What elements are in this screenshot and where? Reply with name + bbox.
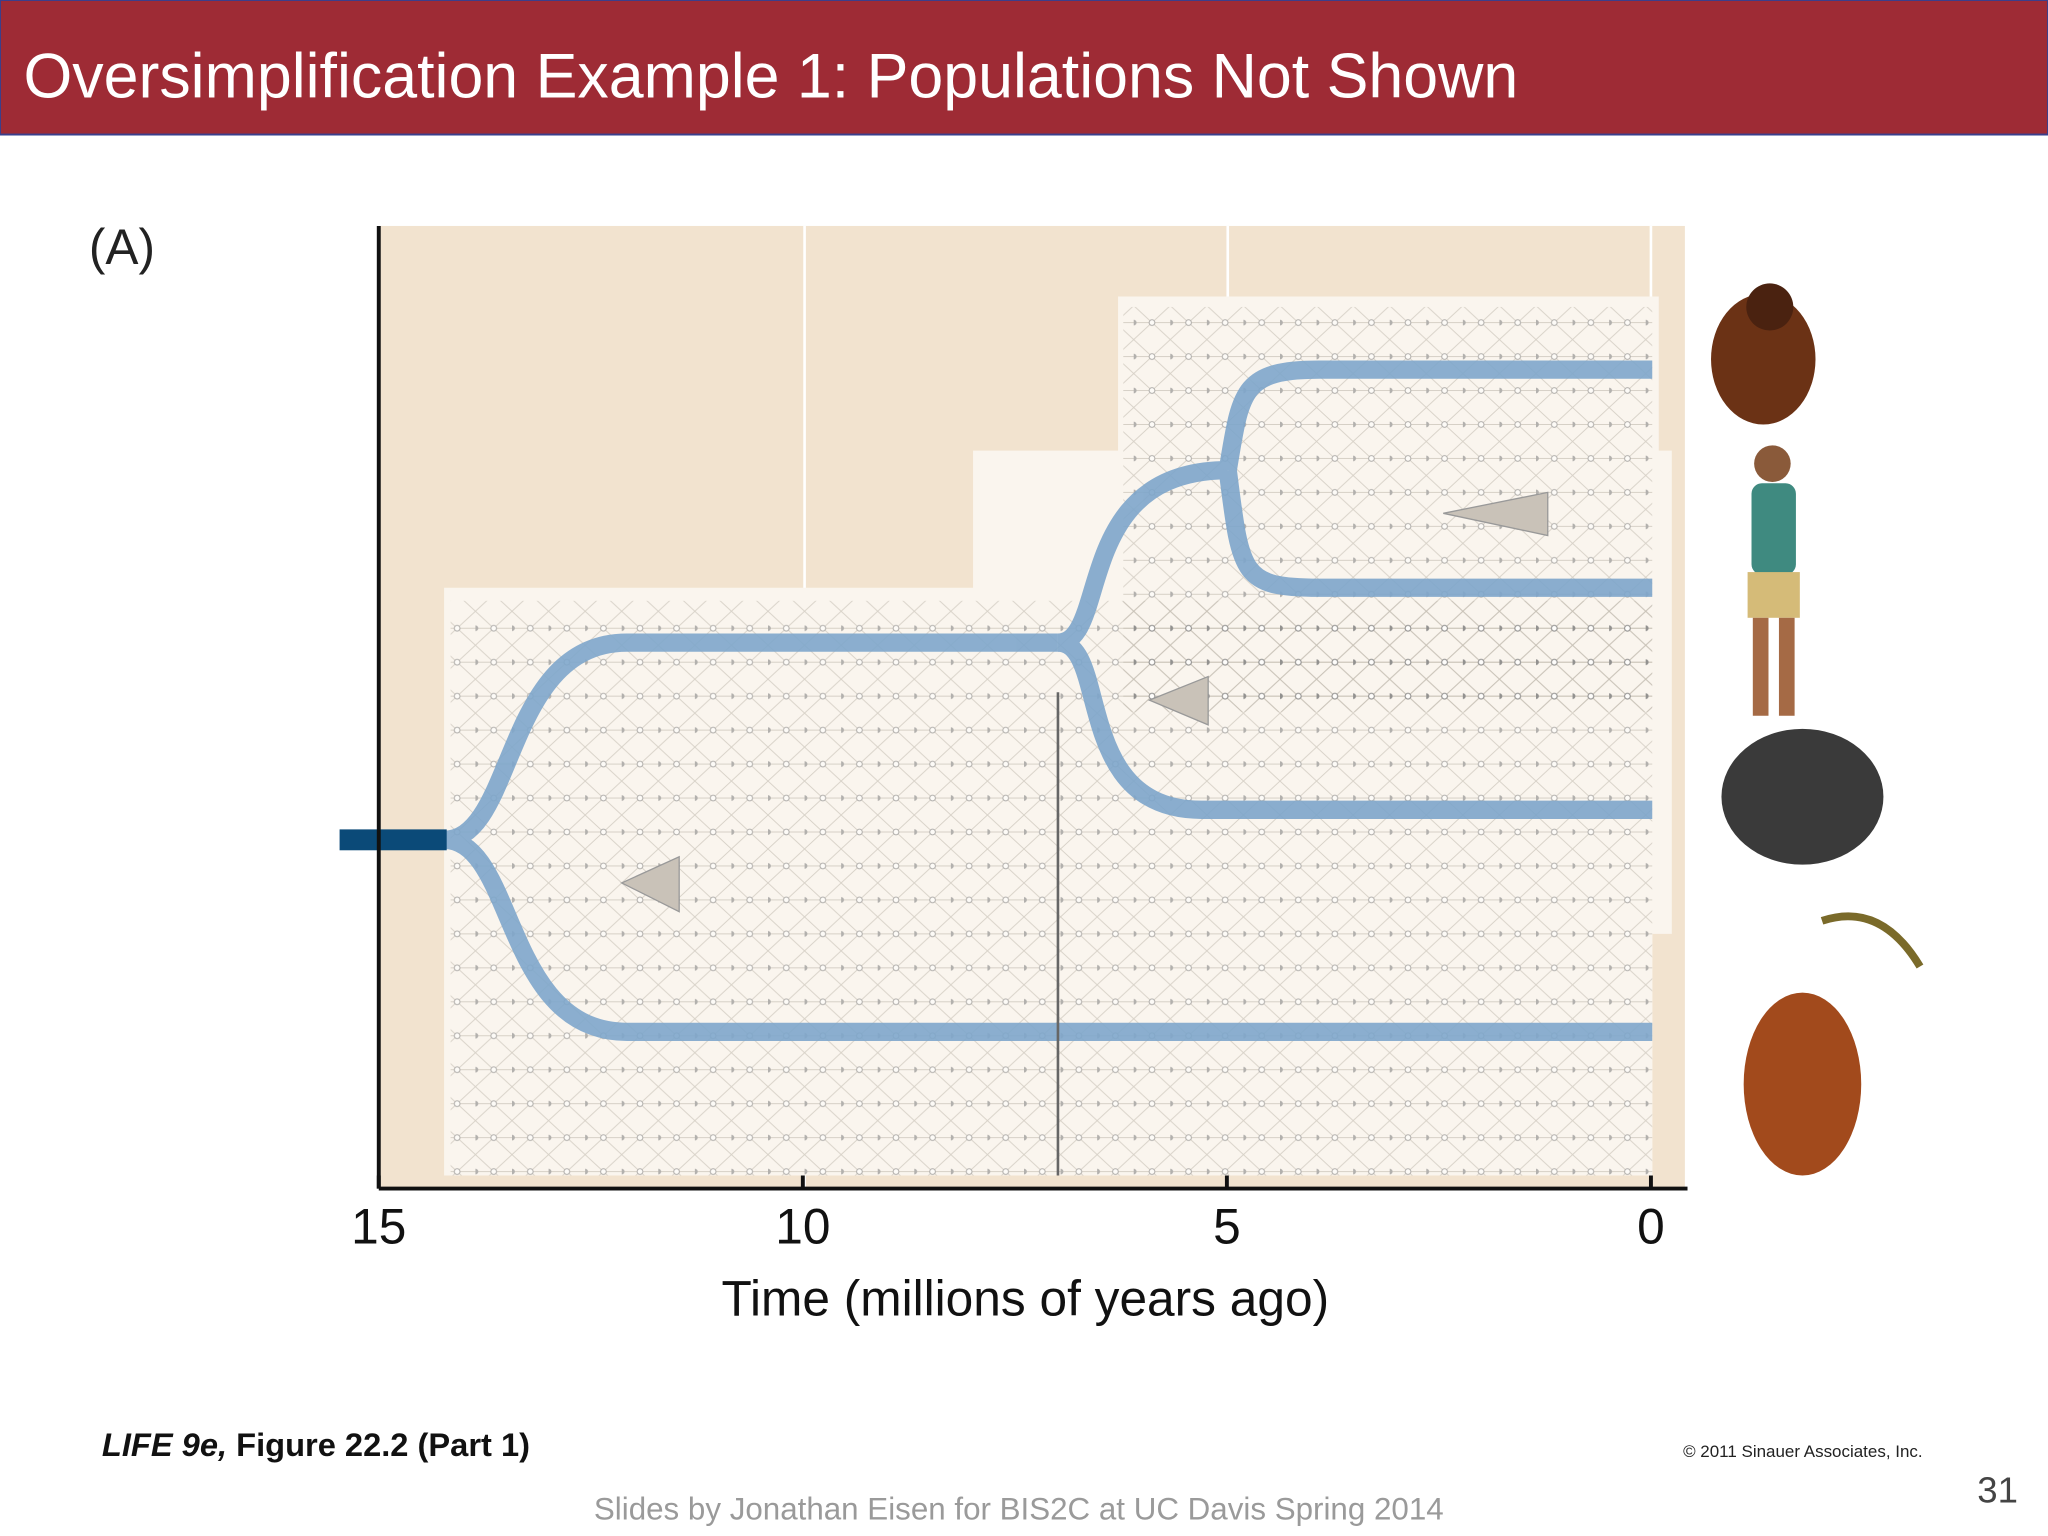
copyright: © 2011 Sinauer Associates, Inc.: [1683, 1442, 1923, 1461]
arrow-markers: [620, 491, 1549, 913]
species-tree: [442, 360, 1653, 1041]
page-number: 31: [1977, 1470, 2018, 1511]
orangutan-branch: [1820, 912, 1924, 969]
slide-title: Oversimplification Example 1: Population…: [24, 42, 1519, 112]
ape-illustrations: [1711, 283, 1924, 1176]
ancestral-lineage: [339, 829, 447, 851]
x-tick-label: 15: [351, 1198, 406, 1254]
caption-figure: Figure 22.2 (Part 1): [236, 1426, 530, 1463]
x-axis-label: Time (millions of years ago): [721, 1270, 1329, 1326]
x-ticks: 15 10 5 0: [351, 1175, 1665, 1254]
x-tick-label: 5: [1213, 1198, 1241, 1254]
gorilla: [1721, 728, 1884, 865]
caption-book: LIFE 9e,: [102, 1426, 227, 1463]
human: [1754, 445, 1791, 482]
chimpanzee: [1711, 293, 1816, 425]
panel-label: (A): [89, 219, 155, 275]
x-tick-label: 10: [775, 1198, 830, 1254]
caption: LIFE 9e, Figure 22.2 (Part 1): [102, 1426, 530, 1463]
orangutan: [1743, 992, 1862, 1176]
footer: Slides by Jonathan Eisen for BIS2C at UC…: [594, 1491, 1444, 1526]
figure: 15 10 5 0 Time (millions of years ago): [339, 225, 1688, 1326]
x-tick-label: 0: [1637, 1198, 1665, 1254]
header-bar: [0, 0, 2048, 136]
